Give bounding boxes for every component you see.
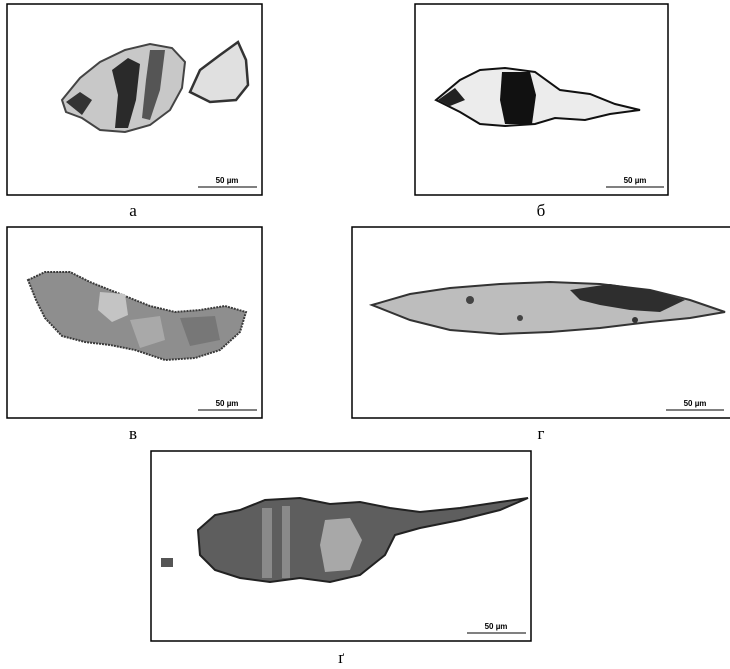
scale-label: 50 µm (485, 622, 508, 631)
panel-label: ґ (338, 648, 344, 667)
scale-label: 50 µm (216, 176, 239, 185)
pore (632, 317, 638, 323)
figure: 50 µm а 50 µm б 50 µm в 50 µm г (0, 0, 730, 669)
stripe (282, 506, 290, 578)
panel-label: а (129, 201, 137, 220)
scale-label: 50 µm (216, 399, 239, 408)
scale-label: 50 µm (684, 399, 707, 408)
stripe (262, 508, 272, 578)
panel: 50 µm в (7, 227, 262, 443)
panel: 50 µm ґ (151, 451, 531, 667)
fragment (161, 558, 173, 567)
panel: 50 µm б (415, 4, 668, 220)
scale-label: 50 µm (624, 176, 647, 185)
panel: 50 µm г (352, 227, 730, 443)
panel-label: г (538, 424, 545, 443)
panel-label: в (129, 424, 137, 443)
panel: 50 µm а (7, 4, 262, 220)
pore (517, 315, 523, 321)
pore (466, 296, 474, 304)
panel-label: б (537, 201, 546, 220)
dark-core (500, 72, 536, 124)
